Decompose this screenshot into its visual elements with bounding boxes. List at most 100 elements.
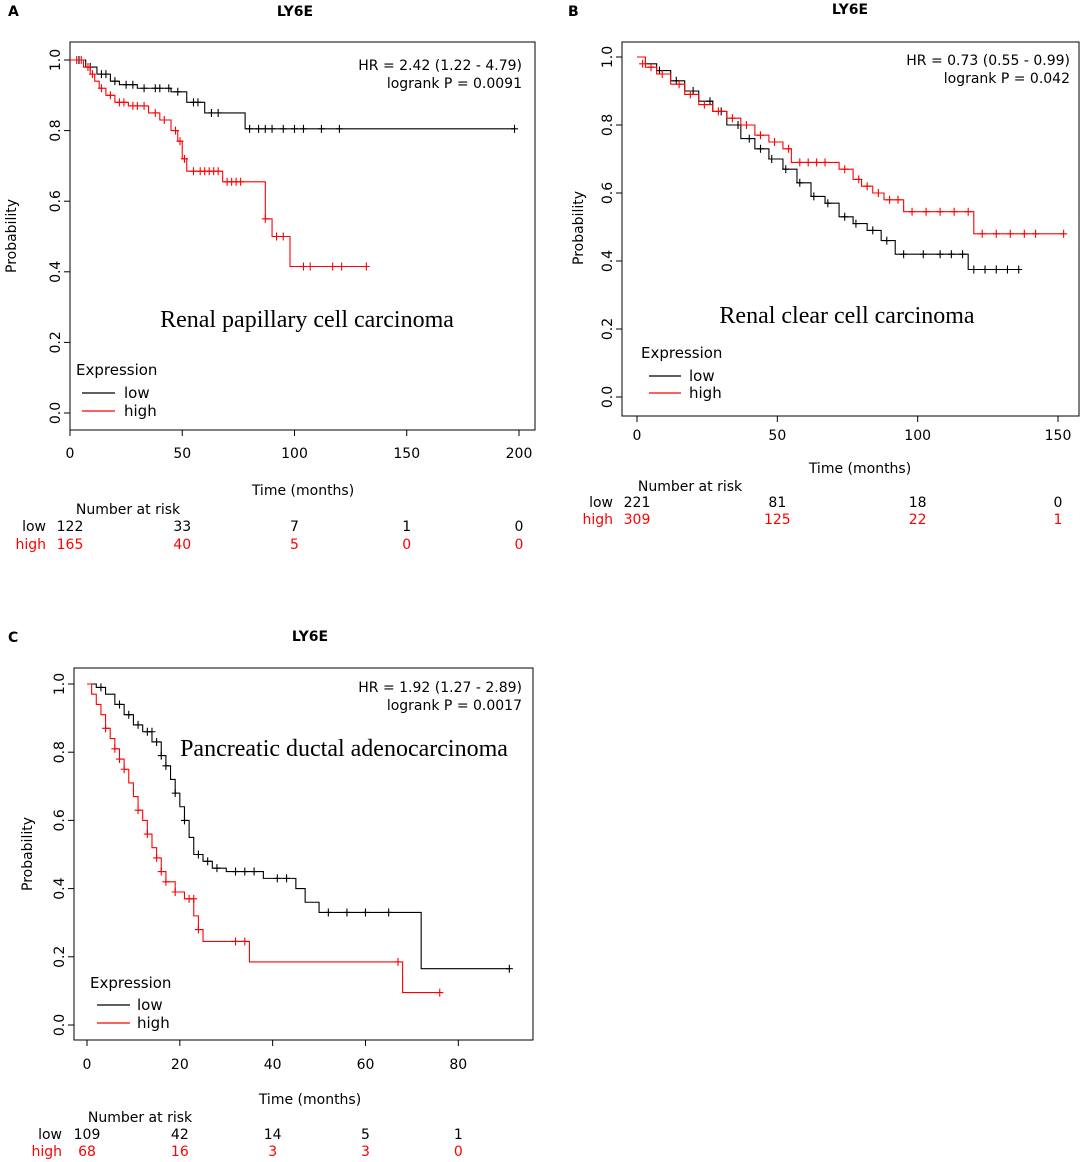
legend-low-label: low: [124, 384, 150, 402]
y-axis-label: Probability: [4, 199, 20, 273]
censor-mark-high: [714, 107, 722, 116]
legend: Expression low high: [90, 974, 171, 1032]
censor-mark-low: [291, 124, 298, 133]
risk-table-title: Number at risk: [88, 1110, 193, 1126]
censor-mark-low: [194, 850, 202, 859]
censor-mark-high: [639, 59, 647, 68]
censor-mark-high: [874, 189, 882, 197]
censor-mark-low: [1015, 265, 1023, 274]
hr-annotation: HR = 0.73 (0.55 - 0.99): [906, 53, 1070, 69]
survival-curves: [70, 56, 519, 271]
censor-mark-high: [1032, 229, 1040, 238]
censor-mark-low: [796, 178, 804, 187]
censor-mark-low: [841, 212, 849, 221]
x-axis-label: Time (months): [808, 461, 911, 477]
censor-mark-low: [162, 761, 170, 770]
panel-label: A: [8, 4, 19, 20]
censor-mark-low: [171, 789, 179, 798]
censor-mark-high: [950, 207, 958, 216]
censor-mark-high: [189, 167, 197, 176]
x-tick-label: 50: [768, 428, 786, 444]
censor-mark-low: [824, 199, 832, 208]
y-axis-label: Probability: [20, 817, 36, 891]
censor-mark-high: [728, 114, 736, 123]
risk-table: 109 42 14 5 1 68 16 3 3 0: [74, 1127, 463, 1160]
censor-mark-high: [785, 144, 793, 153]
y-tick-label: 0.0: [600, 386, 616, 408]
y-tick-label: 0.6: [48, 190, 64, 212]
censor-mark-low: [317, 124, 325, 133]
plot-frame: [73, 667, 534, 1041]
censor-mark-low: [900, 250, 908, 259]
censor-mark-low: [970, 265, 978, 274]
censor-mark-high: [190, 894, 198, 903]
survival-curve-low: [637, 56, 1019, 271]
censor-mark-low: [134, 720, 142, 729]
cancer-type-annotation: Pancreatic ductal adenocarcinoma: [180, 736, 508, 762]
censor-mark-low: [324, 908, 332, 917]
y-axis: 0.0 0.2 0.4 0.6 0.8 1.0: [600, 46, 622, 408]
y-axis-label: Probability: [571, 191, 587, 265]
censor-mark-low: [505, 964, 513, 973]
y-axis: 0.0 0.2 0.4 0.6 0.8 1.0: [52, 673, 74, 1036]
risk-value-low: 122: [57, 519, 84, 535]
censor-mark-low: [279, 124, 287, 133]
cancer-type-annotation: Renal papillary cell carcinoma: [160, 307, 454, 333]
legend-title: Expression: [76, 361, 157, 379]
censor-mark-high: [936, 207, 944, 216]
censor-mark-low: [246, 124, 254, 133]
x-axis-label: Time (months): [258, 1092, 361, 1108]
censor-mark-low: [194, 98, 202, 107]
chart-title: LY6E: [832, 2, 868, 18]
censor-mark-high: [180, 154, 188, 163]
censor-mark-low: [852, 219, 860, 228]
y-tick-label: 0.0: [52, 1014, 68, 1036]
panel-label: B: [568, 4, 579, 20]
hr-annotation: HR = 2.42 (1.22 - 4.79): [358, 58, 522, 74]
x-tick-label: 50: [173, 446, 191, 462]
risk-value-low: 42: [171, 1127, 189, 1143]
censor-mark-low: [174, 87, 182, 96]
censor-mark-high: [771, 138, 779, 146]
censor-mark-high: [922, 207, 930, 216]
survival-curves: [87, 683, 513, 997]
x-tick-label: 80: [449, 1057, 467, 1073]
censor-mark-low: [180, 816, 188, 825]
censor-mark-low: [745, 134, 753, 143]
censor-mark-low: [122, 80, 130, 89]
x-axis: 0 50 100 150: [633, 416, 1071, 444]
censor-mark-high: [978, 229, 986, 238]
risk-value-high: 165: [57, 537, 84, 553]
plot-frame: [69, 41, 536, 431]
risk-high-label: high: [582, 512, 613, 528]
censor-mark-high: [796, 158, 804, 167]
legend-title: Expression: [641, 344, 722, 362]
panel-c: C LY6E 0 20 40 60 80 0.0 0.2 0.4 0.6 0.8 1.0 Prob…: [8, 629, 534, 1160]
legend: Expression low high: [641, 344, 722, 402]
x-tick-label: 20: [171, 1057, 189, 1073]
censor-mark-high: [813, 158, 821, 167]
y-tick-label: 0.2: [48, 331, 64, 353]
censor-mark-high: [821, 158, 829, 167]
risk-value-low: 81: [768, 495, 786, 511]
censor-mark-high: [84, 63, 92, 72]
censor-mark-high: [841, 165, 849, 174]
censor-mark-high: [172, 126, 180, 135]
censor-mark-low: [810, 192, 818, 201]
chart-title: LY6E: [277, 4, 313, 20]
risk-value-high: 0: [402, 537, 411, 553]
censor-mark-low: [756, 144, 764, 153]
censor-mark-high: [140, 101, 148, 110]
censor-mark-high: [908, 207, 916, 216]
legend-high-label: high: [124, 402, 157, 420]
y-tick-label: 1.0: [52, 673, 68, 695]
risk-value-high: 68: [78, 1144, 96, 1160]
censor-mark-high: [261, 214, 269, 223]
censor-mark-high: [394, 957, 402, 966]
risk-table-title: Number at risk: [638, 479, 743, 495]
censor-mark-high: [686, 90, 694, 99]
censor-mark-low: [936, 250, 944, 259]
censor-mark-high: [894, 195, 902, 204]
censor-mark-high: [338, 262, 346, 271]
